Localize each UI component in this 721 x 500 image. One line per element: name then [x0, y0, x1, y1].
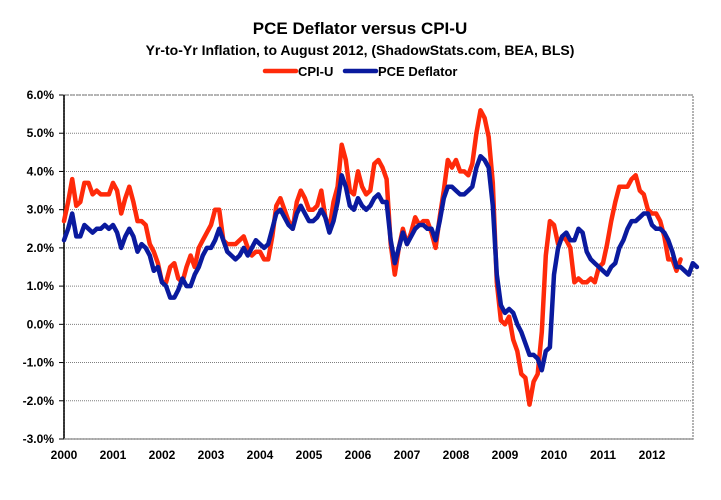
- legend-label-pce-deflator: PCE Deflator: [378, 64, 457, 79]
- x-axis-tick-labels: 2000 2001 2002 2003 2004 2005 2006 2007 2008 2009…: [51, 448, 666, 462]
- y-tick-label: 3.0%: [27, 203, 55, 217]
- y-tick-label: 0.0%: [27, 317, 55, 331]
- x-tick-label: 2012: [639, 448, 666, 462]
- x-tick-label: 2005: [296, 448, 323, 462]
- x-tick-label: 2003: [198, 448, 225, 462]
- x-tick-label: 2004: [247, 448, 274, 462]
- x-tick-label: 2000: [51, 448, 78, 462]
- x-tick-label: 2008: [443, 448, 470, 462]
- legend-label-cpi-u: CPI-U: [298, 64, 333, 79]
- x-tick-label: 2009: [492, 448, 519, 462]
- series-line-cpi-u: [61, 108, 683, 407]
- x-tick-label: 2001: [100, 448, 127, 462]
- legend: CPI-U PCE Deflator: [262, 64, 457, 79]
- y-tick-label: 6.0%: [27, 88, 55, 102]
- y-tick-label: 2.0%: [27, 241, 55, 255]
- y-tick-label: -2.0%: [23, 394, 55, 408]
- chart-subtitle: Yr-to-Yr Inflation, to August 2012, (Sha…: [146, 42, 575, 58]
- x-tick-label: 2006: [345, 448, 372, 462]
- y-tick-label: -3.0%: [23, 432, 55, 446]
- y-tick-label: -1.0%: [23, 356, 55, 370]
- chart-title: PCE Deflator versus CPI-U: [253, 19, 467, 38]
- series-layer: [61, 108, 700, 407]
- gridlines: [59, 94, 693, 440]
- series-line-pce-deflator: [61, 153, 700, 373]
- x-tick-label: 2010: [541, 448, 568, 462]
- y-tick-label: 4.0%: [27, 164, 55, 178]
- x-tick-label: 2002: [149, 448, 176, 462]
- y-axis-tick-labels: 6.0% 5.0% 4.0% 3.0% 2.0% 1.0% 0.0% -1.0% -2.0% -3…: [23, 88, 55, 446]
- x-tick-label: 2011: [590, 448, 616, 462]
- x-tick-label: 2007: [394, 448, 421, 462]
- y-tick-label: 5.0%: [27, 126, 55, 140]
- y-tick-label: 1.0%: [27, 279, 55, 293]
